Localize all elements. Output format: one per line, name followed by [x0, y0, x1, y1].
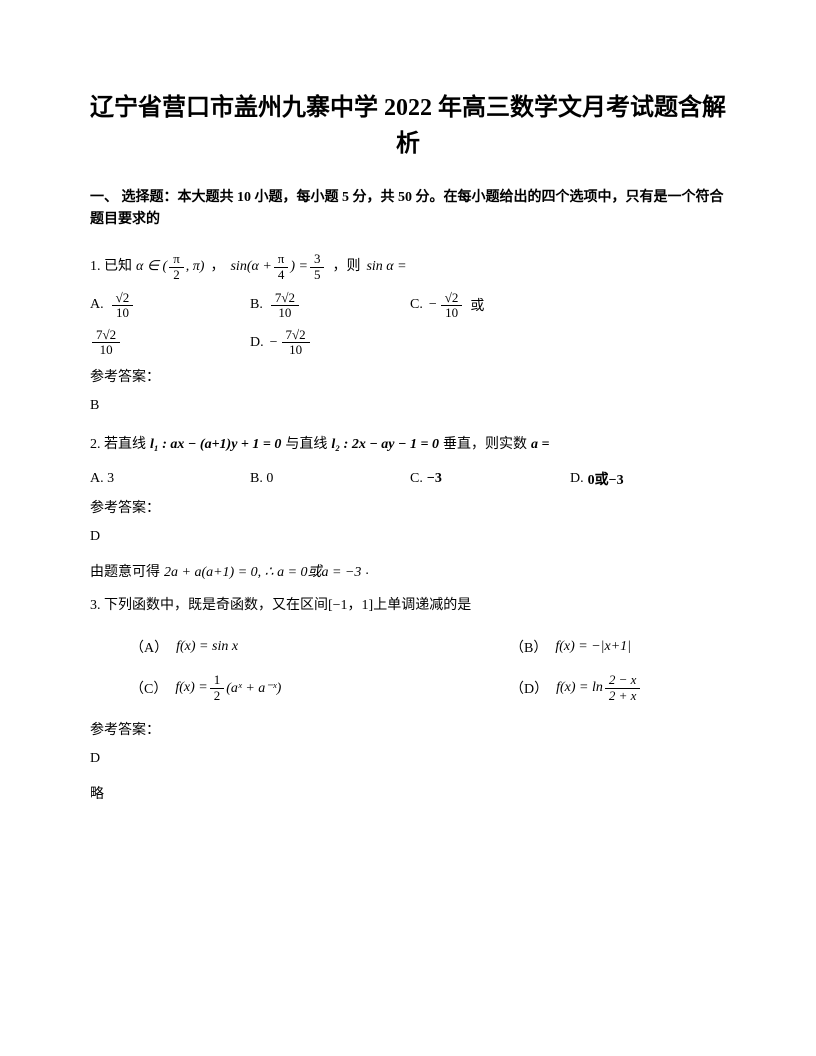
q2-suffix: 垂直，则实数	[443, 430, 527, 461]
option-label: （D）	[510, 678, 548, 698]
q1-cond1a: α ∈ (	[136, 252, 167, 283]
q3-option-a: （A） f(x) = sin x	[130, 637, 510, 657]
frac-num: √2	[112, 291, 134, 306]
q3-option-d: （D） f(x) = ln 2 − x 2 + x	[510, 673, 642, 703]
q1-frac-pi2: π 2	[169, 252, 184, 282]
frac-den: 10	[274, 306, 295, 320]
q2-explanation: 由题意可得 2a + a(a+1) = 0, ∴ a = 0或a = −3 .	[90, 561, 726, 581]
option-label: （C）	[130, 678, 167, 698]
or-text: 或	[470, 295, 484, 315]
q1-options-row1: A. √2 10 B. 7√2 10 C. − √2 10 或	[90, 291, 726, 321]
frac-num: 7√2	[271, 291, 299, 306]
q1-frac-pi4: π 4	[274, 252, 289, 282]
frac-num: 3	[310, 252, 325, 267]
option-label: D.	[570, 471, 584, 487]
q2-l2: l₂ : 2x − ay − 1 = 0	[331, 430, 439, 461]
option-label: A.	[90, 297, 104, 313]
option-val: −3	[427, 471, 442, 487]
question-2: 2. 若直线 l₁ : ax − (a+1)y + 1 = 0 与直线 l₂ :…	[90, 430, 726, 461]
neg-sign: −	[270, 335, 278, 351]
frac-den: 2	[210, 689, 225, 703]
q1-result: sin α =	[366, 252, 406, 283]
q3-options-row1: （A） f(x) = sin x （B） f(x) = −|x+1|	[130, 637, 726, 657]
frac: √2 10	[112, 291, 134, 321]
q2-prefix: 2. 若直线	[90, 430, 146, 461]
neg-sign: −	[429, 297, 437, 313]
q1-cond2b: ) =	[290, 252, 308, 283]
question-1: 1. 已知 α ∈ ( π 2 , π) ， sin(α + π 4 ) = 3…	[90, 252, 726, 283]
frac-den: 4	[274, 268, 289, 282]
answer-label: 参考答案：	[90, 497, 726, 517]
q3-note: 略	[90, 783, 726, 803]
option-math-post: (aˣ + a⁻ˣ)	[226, 680, 281, 697]
option-label: （A）	[130, 637, 168, 657]
q1-option-c-cont: 7√2 10	[90, 328, 250, 358]
option-label: D.	[250, 335, 264, 351]
frac-num: 1	[210, 673, 225, 688]
option-label: C.	[410, 297, 423, 313]
explain-math: 2a + a(a+1) = 0, ∴ a = 0或a = −3	[164, 561, 361, 581]
frac-num: 7√2	[282, 328, 310, 343]
option-label: C.	[410, 471, 423, 487]
q2-option-b: B. 0	[250, 471, 410, 487]
q1-frac-35: 3 5	[310, 252, 325, 282]
question-3: 3. 下列函数中，既是奇函数，又在区间[−1，1]上单调递减的是	[90, 591, 726, 622]
q1-option-d: D. − 7√2 10	[250, 328, 410, 358]
q1-cond1b: , π)	[186, 252, 205, 283]
option-math: f(x) = −|x+1|	[555, 639, 631, 655]
q1-option-b: B. 7√2 10	[250, 291, 410, 321]
q2-mid: 与直线	[285, 430, 327, 461]
q2-option-a: A. 3	[90, 471, 250, 487]
frac-num: √2	[441, 291, 463, 306]
frac-den: 5	[310, 268, 325, 282]
q1-cond2a: sin(α +	[230, 252, 271, 283]
q1-options-row2: 7√2 10 D. − 7√2 10	[90, 328, 726, 358]
option-math-pre: f(x) =	[175, 680, 207, 696]
frac: 7√2 10	[271, 291, 299, 321]
option-val: 0或−3	[588, 469, 624, 489]
q2-aeq: a =	[531, 430, 549, 461]
q3-option-b: （B） f(x) = −|x+1|	[510, 637, 631, 657]
q1-comma1: ，	[210, 252, 224, 283]
frac-den: 10	[112, 306, 133, 320]
frac-den: 10	[441, 306, 462, 320]
explain-prefix: 由题意可得	[90, 561, 160, 581]
frac-half: 1 2	[210, 673, 225, 703]
frac-d: 2 − x 2 + x	[605, 673, 641, 703]
frac: 7√2 10	[92, 328, 120, 358]
q1-option-c: C. − √2 10 或	[410, 291, 570, 321]
q2-answer: D	[90, 529, 726, 545]
option-label: B.	[250, 297, 263, 313]
q2-option-d: D. 0或−3	[570, 469, 730, 489]
explain-suffix: .	[365, 563, 369, 579]
frac-den: 10	[285, 343, 306, 357]
q3-option-c: （C） f(x) = 1 2 (aˣ + a⁻ˣ)	[130, 673, 510, 703]
frac-num: 7√2	[92, 328, 120, 343]
q3-answer: D	[90, 751, 726, 767]
q2-option-c: C. −3	[410, 471, 570, 487]
q2-options: A. 3 B. 0 C. −3 D. 0或−3	[90, 469, 726, 489]
q3-options-row2: （C） f(x) = 1 2 (aˣ + a⁻ˣ) （D） f(x) = ln …	[130, 673, 726, 703]
q1-prefix: 1. 已知	[90, 252, 132, 283]
frac-den: 2 + x	[605, 689, 641, 703]
frac-num: π	[274, 252, 289, 267]
option-math: f(x) = sin x	[176, 639, 238, 655]
frac-num: 2 − x	[605, 673, 641, 688]
q1-option-a: A. √2 10	[90, 291, 250, 321]
q1-answer: B	[90, 398, 726, 414]
section-header: 一、 选择题：本大题共 10 小题，每小题 5 分，共 50 分。在每小题给出的…	[90, 187, 726, 232]
q2-l1: l₁ : ax − (a+1)y + 1 = 0	[150, 430, 281, 461]
frac-num: π	[169, 252, 184, 267]
frac-den: 2	[169, 268, 184, 282]
option-label: （B）	[510, 637, 547, 657]
answer-label: 参考答案：	[90, 366, 726, 386]
frac: √2 10	[441, 291, 463, 321]
answer-label: 参考答案：	[90, 719, 726, 739]
q1-comma2: ，则	[332, 252, 360, 283]
frac: 7√2 10	[282, 328, 310, 358]
page-title: 辽宁省营口市盖州九寨中学 2022 年高三数学文月考试题含解析	[90, 90, 726, 162]
option-math-pre: f(x) = ln	[556, 680, 603, 696]
frac-den: 10	[96, 343, 117, 357]
